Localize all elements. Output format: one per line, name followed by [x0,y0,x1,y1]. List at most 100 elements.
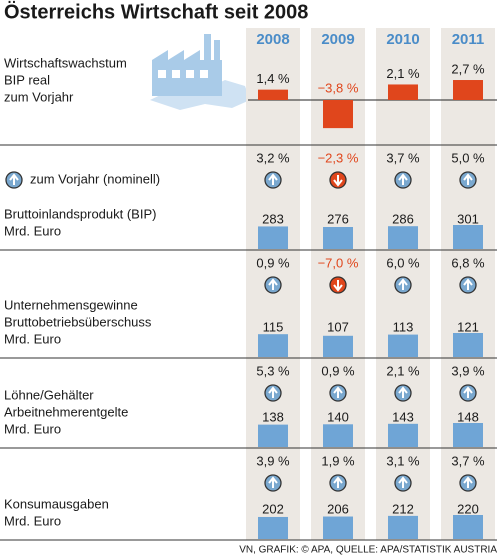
value: 202 [262,501,284,516]
icon-arrow [268,386,278,398]
section-label: Löhne/Gehälter [4,387,94,402]
icon-arrow [333,386,343,398]
growth-value: −3,8 % [318,80,359,95]
value-bar [388,334,418,357]
icon-arrow [463,173,473,185]
change-value: 0,9 % [256,255,290,270]
value-bar [388,423,418,447]
change-value: 3,1 % [386,453,420,468]
icon-arrow [333,280,343,292]
value: 286 [392,211,414,226]
icon-arrow [333,175,343,187]
factory-icon [150,34,250,110]
year: 2011 [452,31,485,48]
value-bar [323,516,353,539]
change-legend: zum Vorjahr (nominell) [30,171,160,186]
change-value: 5,0 % [451,150,485,165]
value-bar [258,424,288,447]
change-value: 3,9 % [451,363,485,378]
value-bar [258,334,288,357]
change-value: 3,9 % [256,453,290,468]
change-value: 3,7 % [386,150,420,165]
value: 283 [262,211,284,226]
icon-arrow [268,476,278,488]
icon-arrow [268,173,278,185]
section-label: Bruttoinlandsprodukt (BIP) [4,206,156,221]
value-bar [453,333,483,357]
value: 107 [327,319,349,334]
value-bar [453,423,483,447]
change-value: 1,9 % [321,453,355,468]
year: 2010 [386,31,419,48]
section-label: Bruttobetriebsüberschuss [4,314,152,329]
growth-bar [388,84,418,100]
value: 206 [327,501,349,516]
change-value: 3,2 % [256,150,290,165]
growth-bar [258,89,288,100]
value: 140 [327,409,349,424]
change-icon [394,171,412,189]
value: 301 [457,211,479,226]
value-bar [453,515,483,539]
growth-value: 1,4 % [256,71,290,86]
change-icon [5,171,23,189]
icon-arrow [463,278,473,290]
value: 276 [327,211,349,226]
value: 220 [457,501,479,516]
change-icon [394,276,412,294]
source: VN, GRAFIK: © APA, QUELLE: APA/STATISTIK… [239,545,497,556]
value-bar [453,225,483,249]
icon-arrow [333,476,343,488]
icon-arrow [463,476,473,488]
value: 148 [457,409,479,424]
year: 2008 [256,31,289,48]
growth-label: zum Vorjahr [4,89,74,104]
icon-arrow [463,386,473,398]
change-icon [459,474,477,492]
value: 113 [393,319,414,334]
change-icon [329,384,347,402]
section-label: Mrd. Euro [4,223,61,238]
growth-label: BIP real [4,72,50,87]
value: 143 [392,409,414,424]
change-value: 0,9 % [321,363,355,378]
change-icon [264,276,282,294]
value-bar [323,226,353,249]
change-icon [459,276,477,294]
growth-bar [323,100,353,129]
value-bar [258,516,288,539]
value: 115 [263,319,284,334]
title: Österreichs Wirtschaft seit 2008 [4,0,308,23]
value-bar [388,515,418,539]
change-value: 6,8 % [451,255,485,270]
section-label: Konsumausgaben [4,496,109,511]
change-icon [394,474,412,492]
icon-arrow [9,173,19,185]
icon-arrow [398,386,408,398]
change-value: 5,3 % [256,363,290,378]
change-icon [264,384,282,402]
section-label: Mrd. Euro [4,421,61,436]
value-bar [323,335,353,357]
growth-value: 2,1 % [386,66,420,81]
change-value: 3,7 % [451,453,485,468]
change-value: 2,1 % [386,363,420,378]
change-value: −7,0 % [318,255,359,270]
growth-bar [453,80,483,100]
icon-arrow [398,173,408,185]
section-label: Unternehmensgewinne [4,297,138,312]
change-icon [459,384,477,402]
change-icon [329,474,347,492]
change-value: 6,0 % [386,255,420,270]
change-icon [329,171,347,189]
growth-label: Wirtschaftswachstum [4,55,127,70]
value: 138 [262,409,284,424]
icon-arrow [268,278,278,290]
change-icon [329,276,347,294]
icon-arrow [398,278,408,290]
year: 2009 [321,31,354,48]
change-icon [459,171,477,189]
section-label: Mrd. Euro [4,331,61,346]
